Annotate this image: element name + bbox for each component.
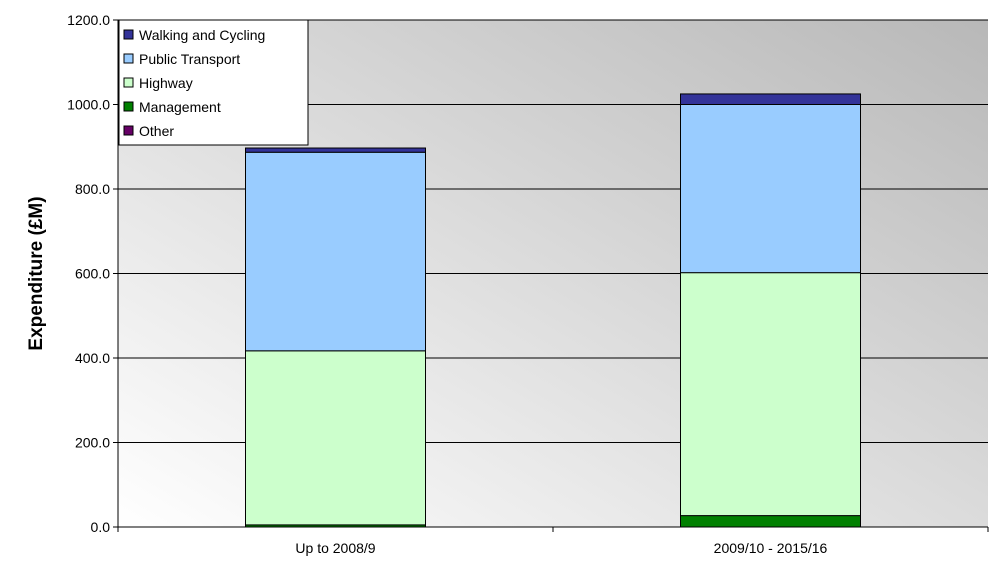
y-tick-label: 1000.0	[67, 97, 110, 113]
y-tick-label: 800.0	[75, 181, 110, 197]
legend-label: Public Transport	[139, 51, 240, 67]
x-tick-label: 2009/10 - 2015/16	[714, 540, 828, 556]
y-tick-label: 200.0	[75, 435, 110, 451]
bar-segment-walking-and-cycling	[680, 93, 861, 105]
y-tick-label: 0.0	[91, 519, 111, 535]
bar-segment-management	[680, 515, 861, 528]
legend-label: Other	[139, 123, 174, 139]
axes	[117, 20, 989, 532]
bars	[245, 93, 861, 528]
legend-swatch	[123, 101, 134, 112]
legend: Walking and Cycling Public Transport Highw…	[118, 19, 309, 146]
legend-swatch	[123, 53, 134, 64]
y-tick-label: 1200.0	[67, 12, 110, 28]
x-tick-labels: Up to 2008/9 2009/10 - 2015/16	[295, 540, 827, 556]
legend-swatch	[123, 77, 134, 88]
legend-label: Walking and Cycling	[139, 27, 265, 43]
x-tick-label: Up to 2008/9	[295, 540, 375, 556]
bar-segment-walking-and-cycling	[245, 147, 426, 153]
legend-box	[118, 19, 309, 146]
y-tick-label: 400.0	[75, 350, 110, 366]
y-axis-title: Expenditure (£M)	[26, 196, 47, 350]
y-tick-labels: 0.0 200.0 400.0 600.0 800.0 1000.0 1200.0	[67, 12, 110, 535]
legend-label: Management	[139, 99, 221, 115]
legend-label: Highway	[139, 75, 193, 91]
legend-swatch	[123, 125, 134, 136]
y-tick-label: 600.0	[75, 266, 110, 282]
bar-segment-highway	[680, 272, 861, 517]
bar-segment-highway	[245, 350, 426, 526]
bar-segment-public-transport	[245, 151, 426, 352]
bar-segment-public-transport	[680, 104, 861, 274]
legend-swatch	[123, 29, 134, 40]
